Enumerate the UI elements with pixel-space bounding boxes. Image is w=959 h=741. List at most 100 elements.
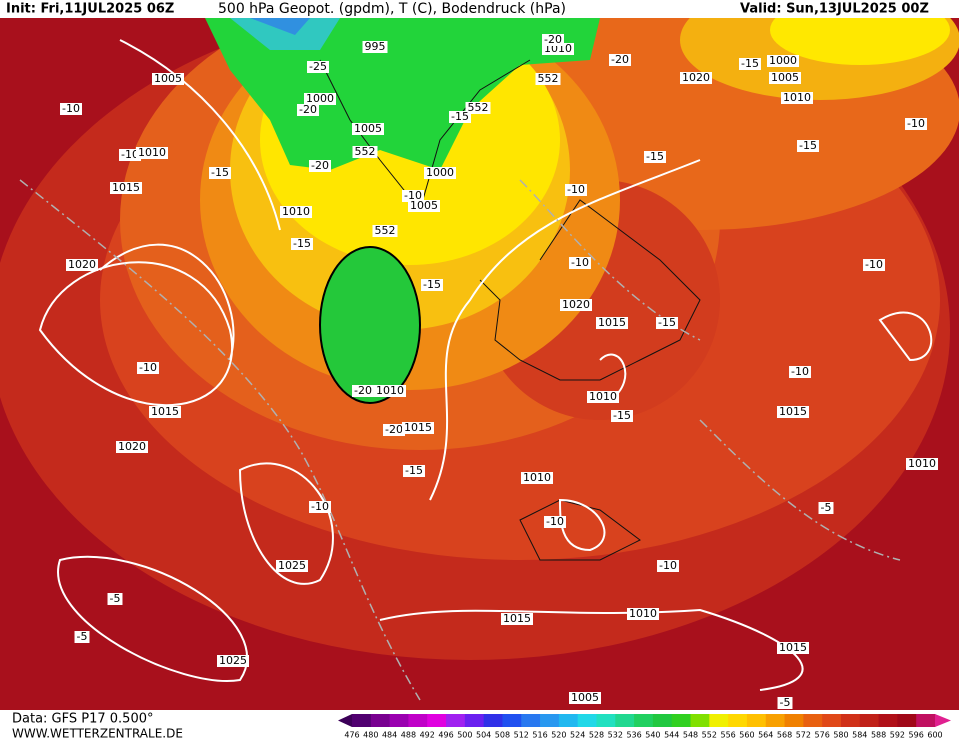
map-label: -5 — [821, 501, 832, 514]
label-box — [309, 501, 331, 513]
label-box — [107, 593, 123, 605]
label-box — [789, 366, 811, 378]
label-box — [767, 55, 799, 67]
label-box — [372, 225, 398, 237]
colorbar-swatch — [446, 714, 466, 727]
colorbar-swatch — [784, 714, 804, 727]
colorbar-swatch — [615, 714, 635, 727]
label-box — [542, 34, 564, 46]
colorbar-swatch — [709, 714, 729, 727]
colorbar-label: 492 — [420, 731, 435, 740]
label-box — [644, 151, 666, 163]
colorbar-label: 520 — [551, 731, 566, 740]
map-label: -10 — [659, 559, 677, 572]
colorbar-swatch — [634, 714, 654, 727]
colorbar-swatch — [652, 714, 673, 727]
map-label: 1000 — [769, 54, 797, 67]
label-box — [209, 167, 231, 179]
label-box — [403, 465, 425, 477]
map-label: -15 — [423, 278, 441, 291]
label-box — [119, 149, 141, 161]
colorbar-swatch — [822, 714, 842, 727]
colorbar-arrow — [338, 714, 352, 727]
map-label: -20 — [611, 53, 629, 66]
colorbar-swatch — [728, 714, 748, 727]
colorbar-label: 536 — [626, 731, 641, 740]
label-box — [383, 424, 405, 436]
init-time: Init: Fri,11JUL2025 06Z — [6, 2, 174, 17]
header-bar — [0, 0, 959, 18]
colorbar: 476 480 484 488 492 496 500 504 508 512 516 520 524 5… — [338, 714, 951, 740]
label-box — [627, 608, 659, 620]
label-box — [137, 362, 159, 374]
map-label: 1020 — [68, 258, 96, 271]
website: WWW.WETTERZENTRALE.DE — [12, 727, 183, 741]
colorbar-label: 512 — [514, 731, 529, 740]
map-label: 1015 — [151, 405, 179, 418]
colorbar-label: 488 — [401, 731, 416, 740]
map-label: 1010 — [629, 607, 657, 620]
map-label: 1015 — [112, 181, 140, 194]
label-box — [560, 299, 592, 311]
map-label: 1010 — [376, 384, 404, 397]
map-label: 1010 — [523, 471, 551, 484]
label-box — [777, 406, 809, 418]
map-label: 1005 — [354, 122, 382, 135]
map-label: 1015 — [779, 641, 807, 654]
colorbar-label: 476 — [344, 731, 359, 740]
map-label: 1010 — [282, 205, 310, 218]
colorbar-label: 500 — [457, 731, 472, 740]
map-label: 1010 — [589, 390, 617, 403]
colorbar-label: 572 — [796, 731, 811, 740]
colorbar-swatch — [878, 714, 898, 727]
colorbar-swatch — [671, 714, 692, 727]
colorbar-label: 528 — [589, 731, 604, 740]
map-label: -10 — [567, 183, 585, 196]
colorbar-swatch — [803, 714, 823, 727]
map-label: -20 — [544, 33, 562, 46]
colorbar-swatch — [859, 714, 880, 727]
colorbar-label: 532 — [608, 731, 623, 740]
label-box — [362, 41, 388, 53]
label-box — [291, 238, 313, 250]
colorbar-label: 544 — [664, 731, 679, 740]
label-box — [352, 123, 384, 135]
colorbar-label: 516 — [532, 731, 547, 740]
map-label: -15 — [293, 237, 311, 250]
label-box — [797, 140, 819, 152]
map-title: 500 hPa Geopot. (gpdm), T (C), Bodendruc… — [218, 1, 566, 17]
map-label: 552 — [375, 224, 396, 237]
label-box — [781, 92, 813, 104]
label-box — [818, 502, 834, 514]
map-label: 1005 — [571, 691, 599, 704]
map-label: -5 — [77, 630, 88, 643]
label-box — [280, 206, 312, 218]
map-label: 1010 — [783, 91, 811, 104]
label-box — [374, 385, 406, 397]
label-box — [777, 697, 793, 709]
map-label: 1020 — [682, 71, 710, 84]
map-label: -10 — [121, 148, 139, 161]
map-label: 1005 — [154, 72, 182, 85]
map-label: -10 — [546, 515, 564, 528]
data-source: Data: GFS P17 0.500° — [12, 712, 154, 727]
map-label: -10 — [865, 258, 883, 271]
label-box — [449, 111, 471, 123]
label-box — [777, 642, 809, 654]
colorbar-swatch — [408, 714, 428, 727]
colorbar-label: 480 — [363, 731, 378, 740]
colorbar-swatch — [596, 714, 616, 727]
label-box — [863, 259, 885, 271]
colorbar-label: 576 — [815, 731, 830, 740]
colorbar-label: 560 — [739, 731, 754, 740]
label-box — [739, 58, 761, 70]
colorbar-swatch — [690, 714, 710, 727]
label-box — [569, 257, 591, 269]
label-box — [136, 147, 168, 159]
map-label: 1010 — [138, 146, 166, 159]
label-box — [402, 190, 424, 202]
label-box — [596, 317, 628, 329]
map-label: -10 — [139, 361, 157, 374]
colorbar-swatch — [577, 714, 597, 727]
label-box — [307, 61, 329, 73]
